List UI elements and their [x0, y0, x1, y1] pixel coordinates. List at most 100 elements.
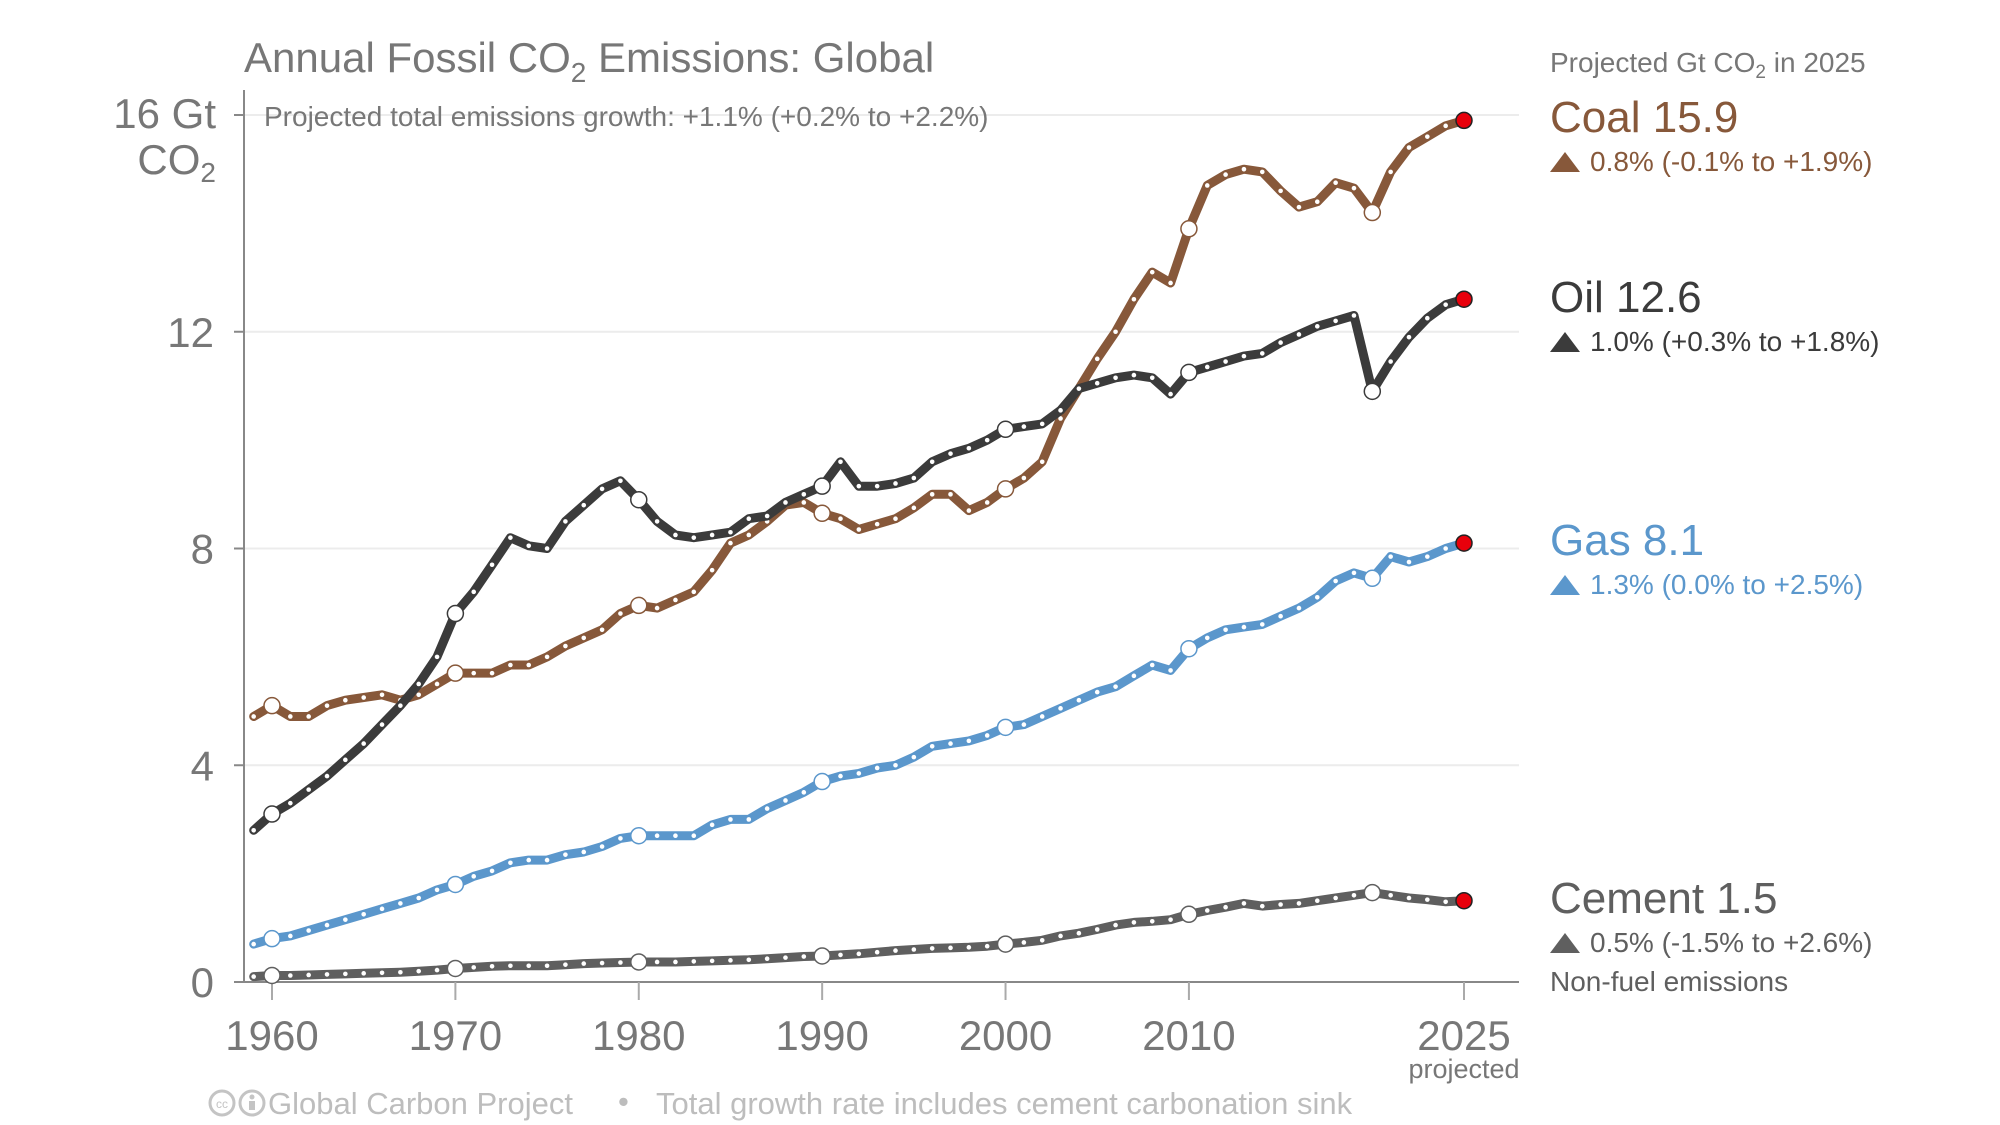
oil-year-point [618, 478, 623, 484]
gas-projection-marker [1455, 534, 1473, 552]
gas-year-point [1443, 546, 1448, 551]
oil-year-point [1223, 359, 1228, 364]
oil-year-point [544, 546, 550, 551]
cement-year-point [1333, 895, 1338, 901]
oil-year-point [1443, 302, 1448, 307]
oil-year-point [783, 500, 788, 505]
gas-year-point [416, 895, 422, 901]
cement-year-point [434, 967, 440, 973]
gas-year-point [1333, 578, 1338, 584]
legend-gas: Gas 8.1 1.3% (0.0% to +2.5%) [1550, 516, 1863, 600]
oil-year-point [856, 483, 862, 489]
coal-year-point [1278, 188, 1283, 194]
oil-decade-marker [1180, 363, 1198, 382]
oil-year-point [398, 703, 403, 708]
x-ticks: 1960 1970 1980 1990 2000 2010 2025 [225, 982, 1511, 1059]
oil-year-point [1149, 375, 1155, 381]
coal-year-point [673, 597, 678, 603]
oil-projection-marker [1455, 290, 1473, 308]
legend-cement-growth: 0.5% (-1.5% to +2.6%) [1590, 927, 1872, 958]
gas-year-point [929, 743, 935, 749]
coal-year-point [1259, 169, 1265, 175]
gas-year-point [508, 860, 513, 866]
oil-year-point [1021, 424, 1027, 429]
oil-year-point [379, 722, 385, 727]
cement-year-point [544, 963, 550, 969]
legend-gas-label: Gas 8.1 [1550, 516, 1704, 565]
coal-projection-marker [1455, 111, 1473, 130]
oil-decade-marker [263, 805, 281, 823]
gas-year-point [489, 868, 495, 874]
coal-year-point [1058, 416, 1063, 421]
oil-year-point [984, 437, 990, 443]
cement-year-point [801, 954, 807, 959]
oil-year-point [1058, 408, 1063, 413]
cement-decade-marker [630, 953, 648, 971]
coal-decade-marker [996, 480, 1015, 498]
gas-year-point [856, 771, 862, 776]
gas-year-point [343, 917, 348, 922]
oil-year-point [416, 681, 422, 687]
oil-year-point [489, 562, 495, 568]
coal-decade-marker [446, 664, 465, 682]
cement-year-point [654, 959, 660, 965]
coal-year-point [471, 670, 477, 676]
coal-year-point [1406, 145, 1412, 150]
triangle-up-icon [1550, 575, 1580, 595]
coal-year-point [1039, 459, 1045, 465]
coal-year-point [563, 643, 568, 649]
gas-decade-marker [263, 929, 281, 948]
gas-decade-marker [813, 772, 831, 791]
gas-year-point [911, 754, 917, 760]
oil-year-point [1296, 332, 1302, 337]
coal-year-point [1443, 123, 1448, 129]
coal-year-point [874, 521, 880, 527]
oil-decade-marker [630, 490, 648, 509]
gas-year-point [1406, 559, 1412, 565]
triangle-up-icon [1550, 152, 1580, 172]
gas-year-point [618, 836, 623, 841]
cement-year-point [1168, 917, 1173, 922]
y-axis-unit-co2: CO2 [137, 136, 216, 188]
coal-year-point [1425, 134, 1430, 139]
x-tick-label: 2000 [959, 1012, 1052, 1059]
x-tick-label: 1960 [225, 1012, 318, 1059]
gas-year-point [948, 741, 953, 746]
legend-coal-label: Coal 15.9 [1550, 93, 1738, 142]
coal-year-point [416, 692, 422, 698]
x-tick-label: 2010 [1142, 1012, 1235, 1059]
coal-year-point [599, 627, 605, 633]
footer-separator: • [618, 1084, 629, 1119]
cement-year-point [874, 949, 880, 955]
coal-year-point [581, 635, 587, 641]
cement-year-point [343, 971, 348, 977]
cement-year-point [1388, 893, 1393, 898]
cement-year-point [966, 945, 972, 950]
gas-year-point [728, 817, 733, 822]
oil-series-line [249, 294, 1469, 835]
oil-decade-marker [446, 604, 465, 623]
gas-decade-marker [1180, 639, 1198, 658]
cement-year-point [508, 963, 513, 969]
cement-year-point [581, 961, 587, 966]
coal-year-point [801, 500, 807, 505]
coal-year-point [1314, 199, 1320, 204]
oil-year-point [746, 516, 752, 521]
oil-year-point [1425, 315, 1430, 321]
cement-year-point [379, 970, 385, 976]
legend-gas-growth: 1.3% (0.0% to +2.5%) [1590, 569, 1863, 600]
oil-year-point [911, 475, 917, 481]
legend-oil-growth: 1.0% (+0.3% to +1.8%) [1590, 326, 1880, 357]
gas-year-point [1131, 673, 1137, 679]
oil-year-point [691, 535, 697, 540]
y-ticks: 0 4 8 12 [167, 309, 214, 1006]
cement-year-point [1076, 930, 1082, 936]
oil-year-point [1278, 340, 1283, 345]
cement-year-point [1113, 922, 1118, 928]
coal-year-point [691, 589, 697, 595]
coal-year-point [911, 505, 917, 511]
coal-year-point [1204, 183, 1210, 188]
cement-year-point [1131, 920, 1137, 925]
x-tick-label: 1970 [409, 1012, 502, 1059]
coal-year-point [1241, 166, 1247, 172]
